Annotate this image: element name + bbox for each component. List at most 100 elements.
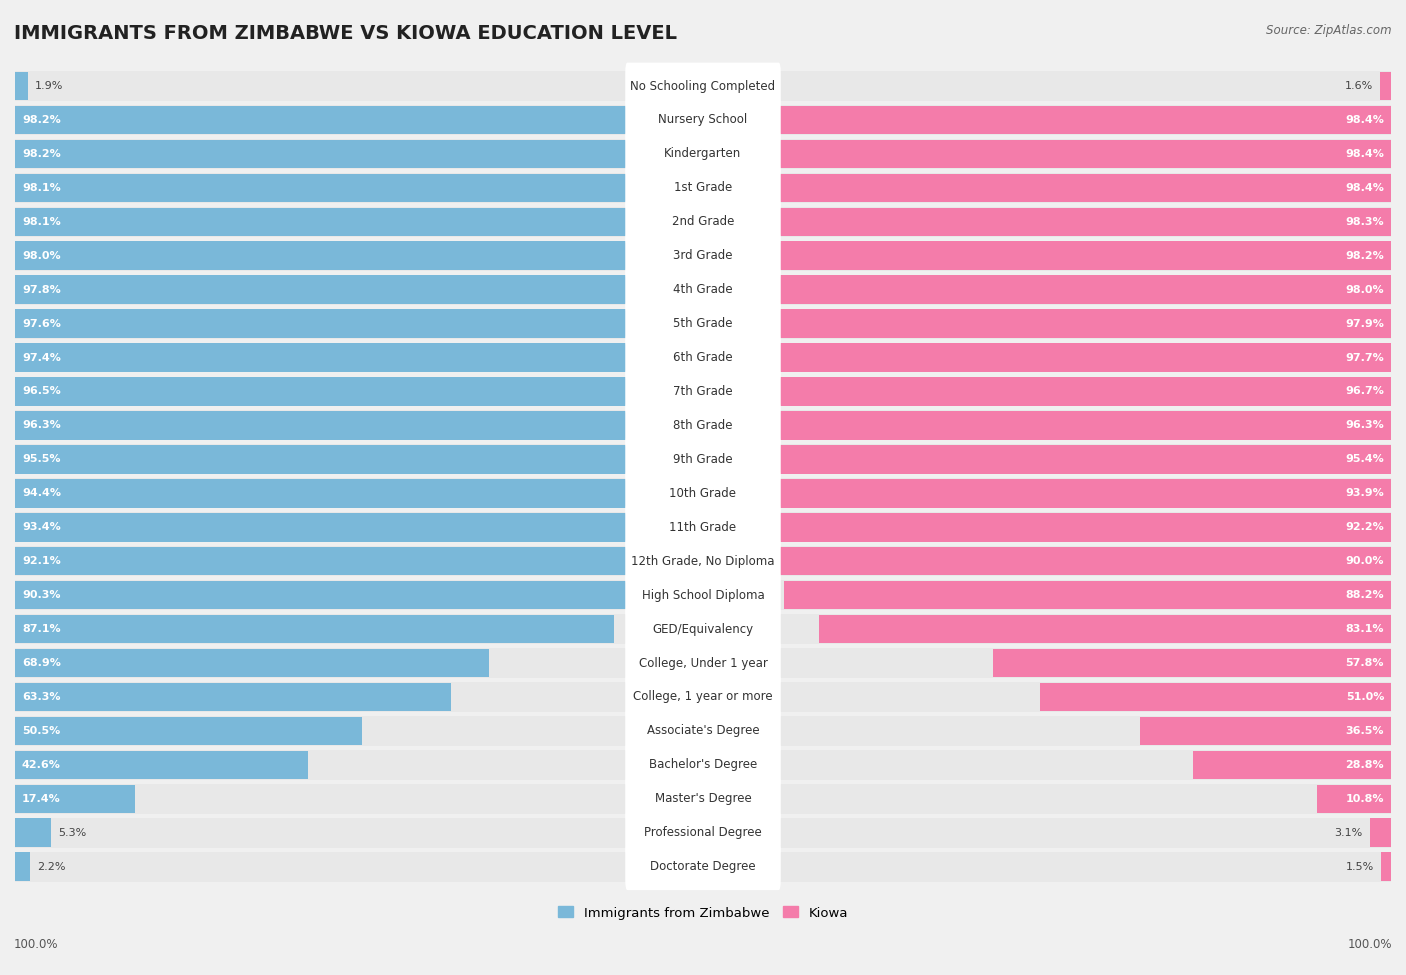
Text: 50.5%: 50.5% (22, 726, 60, 736)
Text: 11th Grade: 11th Grade (669, 521, 737, 533)
Bar (735, 446, 1391, 474)
Bar (1040, 682, 1391, 711)
Bar (15, 818, 52, 847)
Bar (15, 614, 1391, 644)
Bar (15, 275, 1391, 304)
Bar (15, 309, 686, 338)
Text: Bachelor's Degree: Bachelor's Degree (650, 759, 756, 771)
Bar (15, 852, 1391, 881)
Text: 68.9%: 68.9% (22, 658, 60, 668)
FancyBboxPatch shape (626, 334, 780, 381)
FancyBboxPatch shape (626, 571, 780, 618)
Text: 83.1%: 83.1% (1346, 624, 1384, 634)
Bar (15, 784, 1391, 814)
Text: 57.8%: 57.8% (1346, 658, 1384, 668)
Text: 10th Grade: 10th Grade (669, 487, 737, 500)
Text: High School Diploma: High School Diploma (641, 589, 765, 602)
Text: 96.3%: 96.3% (1346, 420, 1384, 430)
Bar (725, 377, 1391, 406)
Bar (15, 513, 658, 541)
Bar (15, 717, 363, 745)
Bar (15, 242, 689, 270)
Bar (15, 174, 690, 202)
Bar (15, 208, 690, 236)
Text: No Schooling Completed: No Schooling Completed (630, 80, 776, 93)
Bar (15, 445, 1391, 474)
Text: 1.5%: 1.5% (1346, 862, 1374, 872)
Bar (772, 547, 1391, 575)
Text: 98.4%: 98.4% (1346, 115, 1384, 125)
Text: 97.9%: 97.9% (1346, 319, 1384, 329)
Legend: Immigrants from Zimbabwe, Kiowa: Immigrants from Zimbabwe, Kiowa (553, 901, 853, 925)
Bar (716, 242, 1391, 270)
Text: 98.2%: 98.2% (22, 115, 60, 125)
Text: 100.0%: 100.0% (1347, 938, 1392, 951)
Text: Nursery School: Nursery School (658, 113, 748, 127)
FancyBboxPatch shape (626, 402, 780, 448)
Text: 92.2%: 92.2% (1346, 523, 1384, 532)
Text: 1st Grade: 1st Grade (673, 181, 733, 194)
Text: 5.3%: 5.3% (58, 828, 87, 838)
FancyBboxPatch shape (626, 369, 780, 415)
FancyBboxPatch shape (626, 708, 780, 755)
Bar (15, 275, 688, 304)
Bar (15, 648, 489, 678)
Bar (15, 682, 450, 711)
Bar (15, 207, 1391, 237)
Text: 17.4%: 17.4% (22, 794, 60, 803)
Bar (15, 173, 1391, 203)
Text: GED/Equivalency: GED/Equivalency (652, 623, 754, 636)
FancyBboxPatch shape (626, 640, 780, 686)
Bar (15, 241, 1391, 271)
Bar (15, 410, 1391, 441)
Bar (15, 547, 648, 575)
Text: 63.3%: 63.3% (22, 692, 60, 702)
Text: 51.0%: 51.0% (1346, 692, 1384, 702)
Bar (15, 479, 1391, 508)
Text: 92.1%: 92.1% (22, 556, 60, 566)
Text: 98.3%: 98.3% (1346, 216, 1384, 227)
Bar (15, 342, 1391, 372)
Text: 100.0%: 100.0% (14, 938, 59, 951)
Text: 96.5%: 96.5% (22, 386, 60, 397)
Bar (15, 479, 665, 508)
FancyBboxPatch shape (626, 809, 780, 856)
Bar (1140, 717, 1391, 745)
Text: Professional Degree: Professional Degree (644, 826, 762, 839)
FancyBboxPatch shape (626, 674, 780, 721)
Bar (15, 512, 1391, 542)
FancyBboxPatch shape (626, 97, 780, 143)
Text: 98.1%: 98.1% (22, 216, 60, 227)
Bar (15, 105, 690, 135)
Bar (15, 751, 308, 779)
Bar (15, 377, 679, 406)
Bar (15, 580, 1391, 610)
Bar (15, 615, 614, 644)
Bar (714, 139, 1391, 168)
Bar (714, 105, 1391, 135)
Text: Source: ZipAtlas.com: Source: ZipAtlas.com (1267, 24, 1392, 37)
Bar (15, 852, 30, 881)
Bar (15, 682, 1391, 712)
Bar (15, 446, 672, 474)
Bar (15, 546, 1391, 576)
Text: Associate's Degree: Associate's Degree (647, 724, 759, 737)
Text: 6th Grade: 6th Grade (673, 351, 733, 364)
Text: 28.8%: 28.8% (1346, 760, 1384, 770)
Text: 87.1%: 87.1% (22, 624, 60, 634)
Text: 94.4%: 94.4% (22, 488, 60, 498)
Text: 7th Grade: 7th Grade (673, 385, 733, 398)
Bar (1316, 785, 1391, 813)
Text: 98.0%: 98.0% (22, 251, 60, 260)
FancyBboxPatch shape (626, 165, 780, 212)
Text: 96.7%: 96.7% (1346, 386, 1384, 397)
Text: 90.0%: 90.0% (1346, 556, 1384, 566)
Text: 2nd Grade: 2nd Grade (672, 215, 734, 228)
FancyBboxPatch shape (626, 198, 780, 245)
FancyBboxPatch shape (626, 470, 780, 517)
Bar (15, 139, 1391, 169)
Bar (15, 581, 637, 609)
Bar (15, 785, 135, 813)
Bar (785, 581, 1391, 609)
Text: 1.6%: 1.6% (1346, 81, 1374, 91)
